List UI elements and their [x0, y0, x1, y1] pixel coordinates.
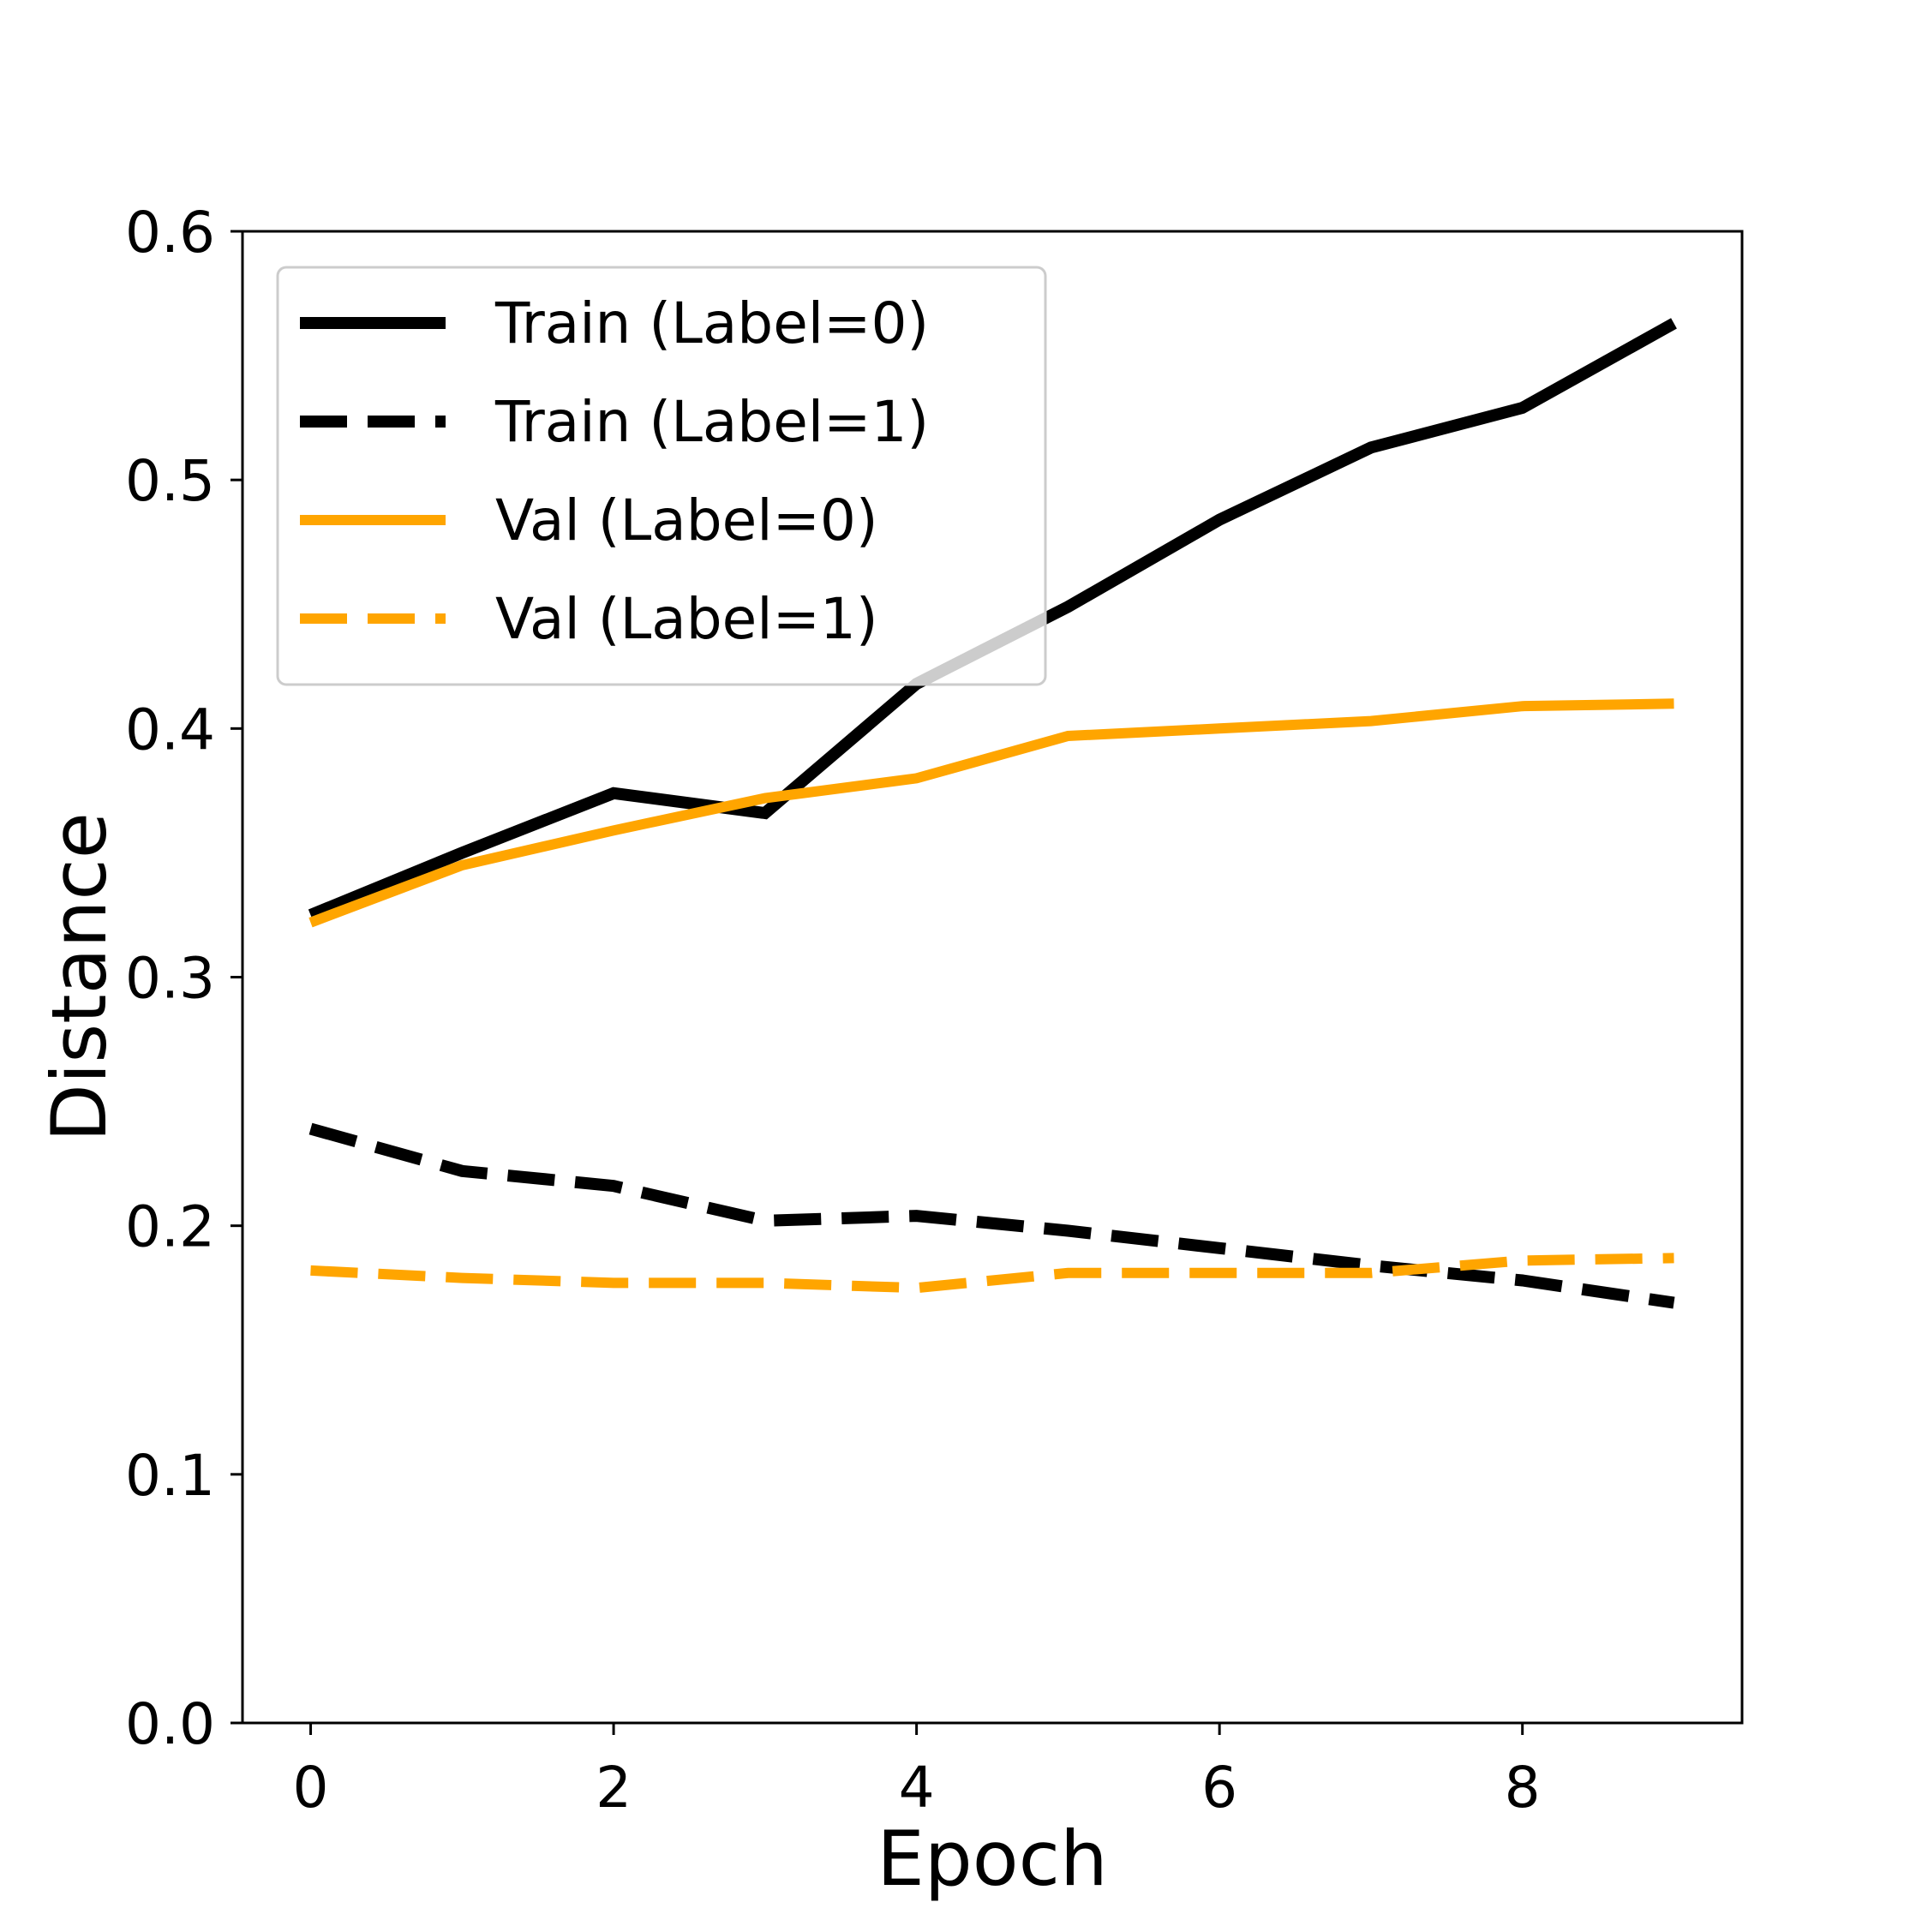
x-axis-label: Epoch — [877, 1815, 1107, 1903]
x-tick-label: 0 — [293, 1755, 329, 1821]
y-tick-label: 0.0 — [125, 1691, 215, 1757]
legend-label: Val (Label=1) — [495, 586, 878, 652]
y-tick-label: 0.4 — [125, 697, 215, 763]
legend: Train (Label=0) Train (Label=1) Val (Label… — [276, 266, 1047, 686]
y-axis-ticks: 0.0 0.1 0.2 0.3 0.4 0.5 0.6 — [125, 200, 242, 1757]
x-tick-label: 4 — [899, 1755, 935, 1821]
y-tick-label: 0.6 — [125, 200, 215, 266]
legend-label: Val (Label=0) — [495, 487, 878, 553]
y-tick-label: 0.3 — [125, 946, 215, 1012]
x-tick-label: 8 — [1505, 1755, 1541, 1821]
series-line-2 — [308, 1122, 1675, 1309]
y-tick-label: 0.1 — [125, 1443, 215, 1509]
y-tick-label: 0.2 — [125, 1194, 215, 1260]
legend-label: Train (Label=0) — [494, 290, 929, 356]
legend-label: Train (Label=1) — [494, 389, 929, 455]
x-tick-label: 6 — [1201, 1755, 1237, 1821]
series-line-4 — [310, 1253, 1674, 1294]
legend-box — [276, 266, 1047, 686]
y-tick-label: 0.5 — [125, 448, 215, 514]
x-tick-label: 2 — [596, 1755, 632, 1821]
x-axis-ticks: 0 2 4 6 8 — [293, 1723, 1541, 1821]
series-line-3 — [308, 698, 1674, 928]
y-axis-label: Distance — [35, 812, 123, 1142]
